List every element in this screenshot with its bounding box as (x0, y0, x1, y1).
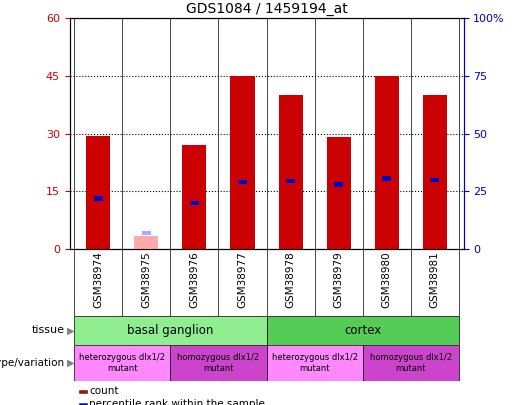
Bar (94, 196, 102, 200)
Bar (170, 345, 267, 381)
Text: genotype/variation: genotype/variation (0, 358, 64, 368)
Bar (374, 76, 399, 249)
Text: GSM38974: GSM38974 (93, 252, 104, 309)
Text: GSM38976: GSM38976 (190, 252, 199, 309)
Bar (267, 345, 363, 381)
Bar (74, 345, 170, 381)
Bar (431, 177, 439, 182)
Bar (423, 95, 447, 249)
Text: percentile rank within the sample: percentile rank within the sample (90, 399, 265, 405)
Bar (363, 345, 459, 381)
Text: ▶: ▶ (67, 358, 75, 368)
Text: GSM38979: GSM38979 (334, 252, 344, 309)
Text: GSM38975: GSM38975 (142, 252, 151, 309)
Title: GDS1084 / 1459194_at: GDS1084 / 1459194_at (185, 2, 348, 16)
Bar (383, 176, 391, 181)
Bar (334, 182, 343, 187)
Bar (190, 200, 199, 205)
Text: cortex: cortex (344, 324, 381, 337)
Bar (182, 145, 207, 249)
Bar (79, 403, 87, 405)
Text: basal ganglion: basal ganglion (127, 324, 214, 337)
Text: GSM38978: GSM38978 (285, 252, 296, 309)
Text: heterozygous dlx1/2
mutant: heterozygous dlx1/2 mutant (271, 353, 357, 373)
Text: GSM38980: GSM38980 (382, 252, 391, 308)
Text: tissue: tissue (31, 326, 64, 335)
Text: GSM38981: GSM38981 (430, 252, 440, 309)
Text: homozygous dlx1/2
mutant: homozygous dlx1/2 mutant (177, 353, 260, 373)
Bar (142, 230, 150, 235)
Bar (87, 136, 110, 249)
Bar (279, 95, 302, 249)
Bar (267, 316, 459, 345)
Bar (134, 236, 159, 249)
Bar (74, 316, 267, 345)
Bar (231, 76, 254, 249)
Text: count: count (90, 386, 119, 396)
Bar (238, 180, 247, 184)
Text: ▶: ▶ (67, 326, 75, 335)
Bar (327, 138, 351, 249)
Text: heterozygous dlx1/2
mutant: heterozygous dlx1/2 mutant (79, 353, 165, 373)
Bar (286, 179, 295, 183)
Text: homozygous dlx1/2
mutant: homozygous dlx1/2 mutant (370, 353, 452, 373)
Text: GSM38977: GSM38977 (237, 252, 248, 309)
Bar (79, 390, 87, 392)
